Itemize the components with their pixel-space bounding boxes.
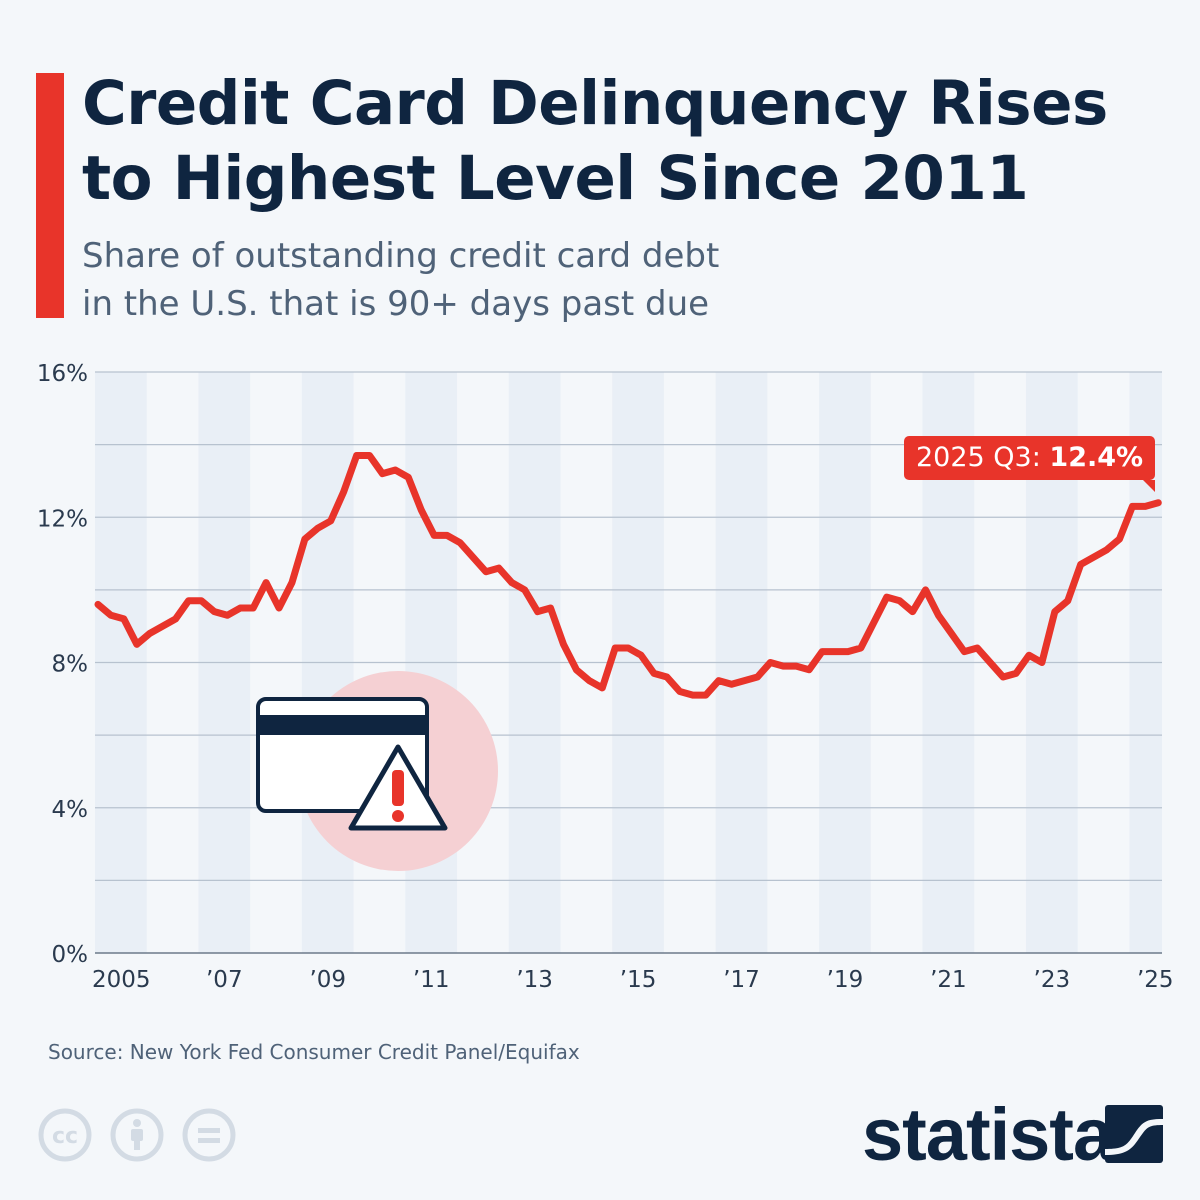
x-tick-label: ’11	[413, 967, 450, 993]
x-tick-label: ’07	[206, 967, 243, 993]
source-note: Source: New York Fed Consumer Credit Pan…	[48, 1040, 580, 1064]
y-tick-label: 4%	[52, 797, 89, 823]
x-tick-label: ’09	[309, 967, 346, 993]
chart-subtitle: Share of outstanding credit card debt in …	[82, 232, 719, 328]
x-tick-label: ’19	[827, 967, 864, 993]
title-line-2: to Highest Level Since 2011	[82, 143, 1029, 214]
chart-title: Credit Card Delinquency Rises to Highest …	[82, 66, 1108, 216]
callout-label: 2025 Q3:	[916, 442, 1050, 473]
y-tick-label: 16%	[37, 361, 88, 387]
credit-card-warning-illustration	[256, 671, 498, 871]
no-derivatives-icon	[182, 1108, 236, 1162]
title-line-1: Credit Card Delinquency Rises	[82, 68, 1108, 139]
exclamation-mark	[392, 770, 404, 806]
latest-value-callout: 2025 Q3: 12.4%	[904, 436, 1156, 492]
card-stripe	[258, 715, 427, 735]
x-tick-label: ’13	[516, 967, 553, 993]
cc-icon: cc	[38, 1108, 92, 1162]
line-chart: 0% 4% 8% 12% 16% 2005 ’07 ’09 ’11 ’13 ’15 ’17 ’19 ’21…	[37, 361, 1174, 993]
x-tick-label: ’23	[1034, 967, 1071, 993]
attribution-icon	[110, 1108, 164, 1162]
x-tick-label: ’21	[930, 967, 967, 993]
statista-logo-mark	[1105, 1105, 1163, 1163]
y-tick-label: 8%	[52, 652, 89, 678]
statista-logo: statista	[862, 1093, 1114, 1176]
svg-text:cc: cc	[52, 1124, 78, 1149]
callout-value: 12.4%	[1049, 442, 1144, 473]
x-tick-label: ’25	[1137, 967, 1174, 993]
x-tick-label: 2005	[92, 967, 151, 993]
subtitle-line-1: Share of outstanding credit card debt	[82, 236, 720, 276]
y-tick-label: 12%	[37, 506, 88, 532]
subtitle-line-2: in the U.S. that is 90+ days past due	[82, 284, 710, 324]
x-tick-label: ’15	[620, 967, 657, 993]
exclamation-dot	[392, 810, 404, 822]
x-tick-label: ’17	[723, 967, 760, 993]
y-tick-label: 0%	[52, 942, 89, 968]
accent-bar	[36, 73, 64, 318]
